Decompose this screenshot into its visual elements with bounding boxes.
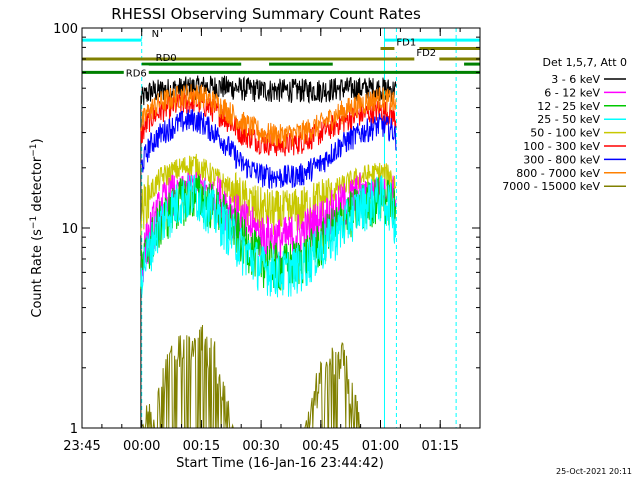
x-axis: 23:45 00:00 00:15 00:30 00:45 01:00 01:15 [63, 28, 481, 454]
series-5 [140, 91, 397, 157]
series-line [140, 174, 397, 298]
status-bar-label: FD1 [396, 37, 416, 48]
x-axis-label: Start Time (16-Jan-16 23:44:42) [176, 456, 384, 471]
status-bar-label: FD2 [416, 48, 436, 59]
legend-label: 6 - 12 keV [544, 86, 600, 99]
series-0 [140, 75, 397, 428]
series-line [140, 109, 397, 190]
y-axis: 1 10 100 [53, 22, 480, 437]
legend-title: Det 1,5,7, Att 0 [543, 56, 627, 69]
y-axis-label-sup2: −1 [29, 143, 39, 156]
legend-label: 300 - 800 keV [523, 153, 600, 166]
legend-label: 100 - 300 keV [523, 140, 600, 153]
series-3 [140, 174, 397, 298]
legend-label: 12 - 25 keV [537, 100, 600, 113]
status-bar-label: N [152, 29, 159, 40]
status-bar-label-bg [414, 51, 440, 63]
y-axis-label-main: Count Rate (s [30, 229, 45, 318]
y-tick-label: 100 [53, 22, 78, 37]
y-tick-label: 10 [61, 222, 78, 237]
x-tick-label: 23:45 [63, 439, 100, 454]
status-bar-label-bg [394, 41, 420, 53]
y-axis-label-sup1: −1 [29, 216, 39, 229]
x-tick-label: 00:45 [302, 439, 339, 454]
legend-label: 50 - 100 keV [530, 127, 600, 140]
series-6 [140, 109, 397, 190]
legend-label: 3 - 6 keV [551, 73, 600, 86]
y-axis-label: Count Rate (s−1 detector−1) [29, 138, 45, 317]
legend-label: 25 - 50 keV [537, 113, 600, 126]
y-axis-label-mid: detector [30, 156, 45, 216]
x-tick-label: 00:00 [123, 439, 160, 454]
series-line [140, 91, 397, 157]
chart-title: RHESSI Observing Summary Count Rates [111, 5, 421, 23]
series-line [140, 84, 397, 149]
series-8 [140, 324, 361, 429]
status-bar-label: RD6 [126, 68, 147, 79]
y-tick-label: 1 [70, 422, 78, 437]
y-axis-label-end: ) [30, 138, 45, 143]
legend-label: 7000 - 15000 keV [502, 180, 600, 193]
x-tick-label: 01:15 [421, 439, 458, 454]
x-tick-label: 00:30 [242, 439, 279, 454]
legend-label: 800 - 7000 keV [516, 167, 600, 180]
series-7 [140, 84, 397, 149]
timestamp: 25-Oct-2021 20:11 [556, 467, 632, 476]
status-bar-label: RD0 [156, 53, 177, 64]
status-bar-label-bg [123, 65, 149, 77]
series-line [140, 75, 397, 428]
x-tick-label: 01:00 [362, 439, 399, 454]
series-line [140, 324, 361, 429]
x-tick-label: 00:15 [183, 439, 220, 454]
